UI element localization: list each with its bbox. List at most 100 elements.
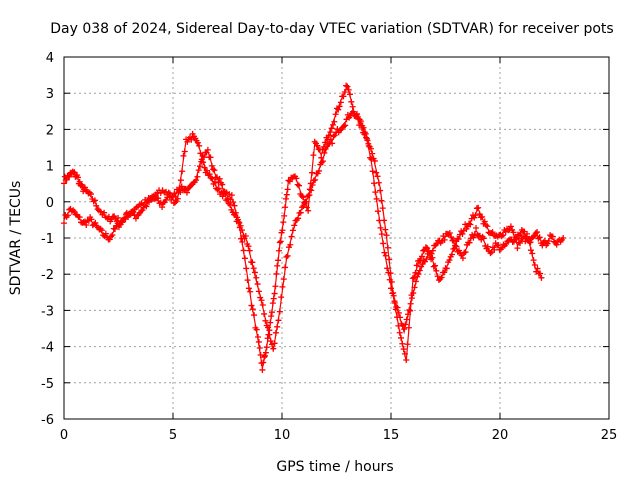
data-point [386, 256, 393, 263]
data-point [108, 233, 115, 240]
data-point [257, 352, 264, 359]
data-point [370, 180, 377, 187]
data-point [253, 274, 260, 281]
data-point [507, 223, 514, 230]
data-point [491, 246, 498, 253]
data-point [401, 350, 408, 357]
data-point [268, 309, 275, 316]
data-point [268, 313, 275, 320]
data-point [169, 193, 176, 200]
data-point [415, 271, 422, 278]
data-point [267, 319, 274, 326]
data-point [382, 252, 389, 259]
data-point [382, 226, 389, 233]
data-point [327, 136, 334, 143]
data-point [297, 209, 304, 216]
data-point [480, 235, 487, 242]
data-point [405, 311, 412, 318]
data-point [560, 235, 567, 241]
data-point [331, 118, 338, 125]
data-point [422, 244, 429, 251]
data-point [177, 177, 184, 184]
data-point [279, 283, 286, 290]
x-tick-label: 15 [383, 428, 400, 443]
data-point [500, 232, 507, 239]
data-point [276, 308, 283, 315]
data-point [414, 273, 421, 280]
data-point [378, 231, 385, 238]
data-point [407, 307, 414, 314]
data-point [407, 300, 414, 307]
data-point [423, 256, 430, 263]
data-point [280, 276, 287, 283]
series-line [63, 110, 542, 351]
chart-title: Day 038 of 2024, Sidereal Day-to-day VTE… [50, 21, 613, 37]
data-point [198, 158, 205, 165]
data-point [76, 214, 83, 221]
data-point [208, 162, 215, 169]
x-tick-label: 10 [274, 428, 291, 443]
data-point [306, 186, 313, 193]
data-point [364, 137, 371, 144]
data-point [453, 243, 460, 250]
data-point [262, 349, 269, 356]
data-point [228, 192, 235, 199]
data-point [459, 230, 466, 237]
data-point [273, 270, 280, 277]
data-point [489, 229, 496, 236]
data-point [386, 276, 393, 283]
data-point [284, 252, 291, 259]
data-point [530, 257, 537, 264]
data-point [231, 202, 238, 209]
data-point [319, 158, 326, 165]
data-point [446, 257, 453, 264]
data-point [261, 354, 268, 361]
x-tick-label: 0 [60, 428, 68, 443]
data-point [282, 195, 289, 202]
data-point [98, 227, 105, 234]
data-point [204, 167, 211, 174]
y-tick-label: 2 [46, 123, 54, 138]
data-point [428, 250, 435, 257]
data-point [180, 152, 187, 159]
data-point [310, 177, 317, 184]
data-point [450, 237, 457, 244]
data-point [275, 317, 282, 324]
data-point [241, 255, 248, 262]
data-point [433, 267, 440, 274]
data-point [260, 359, 267, 366]
data-point [275, 247, 282, 254]
data-point [181, 148, 188, 155]
data-point [309, 169, 316, 176]
data-point [97, 208, 104, 215]
data-point [261, 352, 268, 359]
data-point [257, 294, 264, 301]
data-point [159, 204, 166, 211]
data-point [109, 231, 116, 238]
data-point [446, 230, 453, 237]
data-point [166, 190, 173, 197]
data-point [194, 173, 201, 180]
data-point [239, 239, 246, 246]
data-point [429, 254, 436, 261]
data-point [443, 265, 450, 272]
data-point [348, 98, 355, 105]
series-track-b [61, 108, 545, 352]
data-point [416, 267, 423, 274]
data-point [221, 188, 228, 195]
data-point [330, 133, 337, 140]
data-point [347, 91, 354, 98]
data-point [250, 265, 257, 272]
data-point [534, 229, 541, 236]
data-point [276, 239, 283, 246]
data-point [112, 225, 119, 232]
data-point [487, 250, 494, 257]
data-point [199, 153, 206, 160]
data-point [142, 202, 149, 209]
data-point [259, 366, 266, 373]
data-point [510, 229, 517, 236]
data-point [286, 178, 293, 185]
data-point [278, 294, 285, 301]
data-point [188, 136, 195, 143]
